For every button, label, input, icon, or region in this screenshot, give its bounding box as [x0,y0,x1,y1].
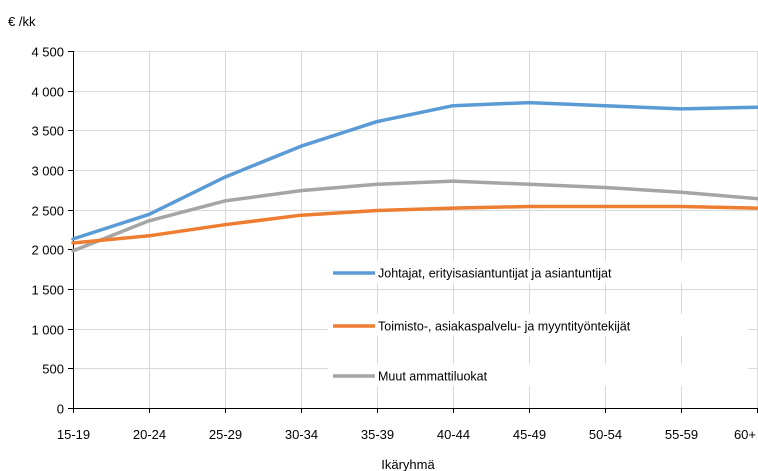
x-tick-label: 50-54 [589,427,622,442]
legend-label-3: Muut ammattiluokat [378,370,488,384]
y-tick-label: 2 500 [31,204,64,219]
x-tick-label: 30-34 [285,427,318,442]
y-tick-label: 3 500 [31,124,64,139]
series-line-1 [71,100,758,241]
legend-backdrop [328,364,748,386]
y-tick-label: 1 000 [31,323,64,338]
x-tick-label: 20-24 [133,427,166,442]
x-tick-label: 60+ [734,427,756,442]
series-line-3 [71,179,758,253]
x-axis-label: Ikäryhmä [381,457,435,471]
y-tick-label: 2 000 [31,243,64,258]
x-tick-label: 35-39 [361,427,394,442]
x-tick-labels: 15-19 20-24 25-29 30-34 35-39 40-44 45-49 50-54… [57,427,756,442]
y-tick-label: 4 500 [31,45,64,60]
series-lines [71,100,758,253]
legend-backdrop [328,261,748,283]
y-tick-label: 3 000 [31,164,64,179]
series-line-2 [71,204,758,245]
legend-label-2: Toimisto-, asiakaspalvelu- ja myyntityön… [378,320,631,334]
y-tick-labels: 0 500 1 000 1 500 2 000 2 500 3 000 3 500 4 000 4… [31,45,64,417]
x-tick-label: 40-44 [437,427,470,442]
y-tick-label: 1 500 [31,283,64,298]
x-tick-label: 25-29 [209,427,242,442]
x-tick-label: 45-49 [513,427,546,442]
legend: Johtajat, erityisasiantuntijat ja asiant… [328,261,748,386]
y-axis-label: € /kk [8,14,36,29]
y-tick-label: 0 [57,402,64,417]
legend-label-1: Johtajat, erityisasiantuntijat ja asiant… [378,267,612,281]
gridlines [73,51,758,408]
legend-backdrop [328,314,748,336]
y-tick-label: 500 [42,362,64,377]
x-tick-label: 55-59 [665,427,698,442]
y-tick-label: 4 000 [31,85,64,100]
x-tick-label: 15-19 [57,427,90,442]
